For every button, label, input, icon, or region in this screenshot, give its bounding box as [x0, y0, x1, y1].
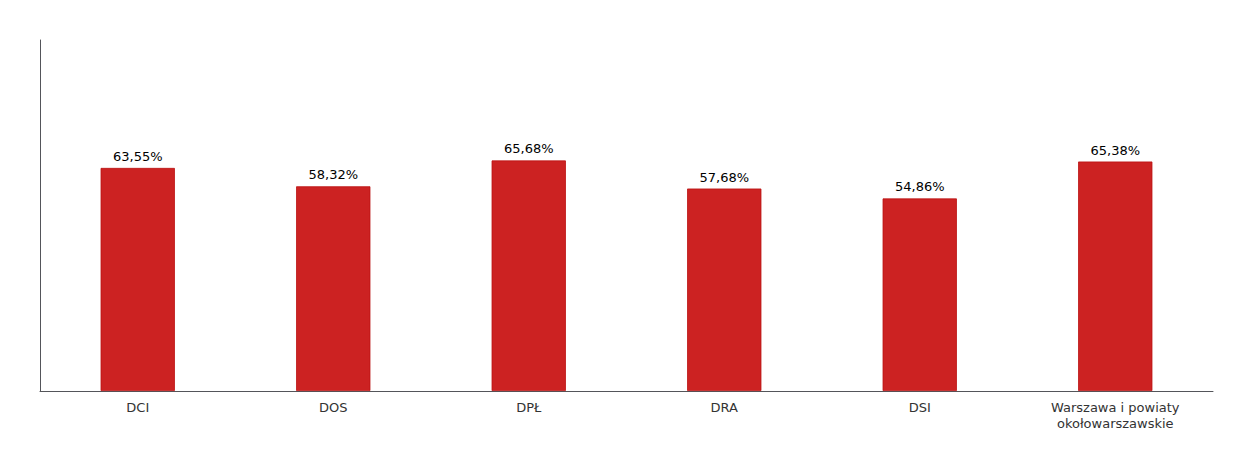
- svg-text:65,38%: 65,38%: [1090, 143, 1140, 158]
- svg-text:DOS: DOS: [319, 400, 348, 415]
- svg-text:63,55%: 63,55%: [113, 149, 163, 164]
- svg-text:54,86%: 54,86%: [895, 179, 945, 194]
- svg-text:DPŁ: DPŁ: [516, 400, 542, 415]
- svg-text:DSI: DSI: [909, 400, 931, 415]
- svg-text:DRA: DRA: [711, 400, 739, 415]
- svg-text:Warszawa i powiaty: Warszawa i powiaty: [1051, 400, 1180, 415]
- svg-text:57,68%: 57,68%: [699, 170, 749, 185]
- svg-text:65,68%: 65,68%: [504, 141, 554, 156]
- svg-text:okołowarszawskie: okołowarszawskie: [1057, 416, 1174, 431]
- svg-text:DCI: DCI: [126, 400, 149, 415]
- svg-text:58,32%: 58,32%: [308, 167, 358, 182]
